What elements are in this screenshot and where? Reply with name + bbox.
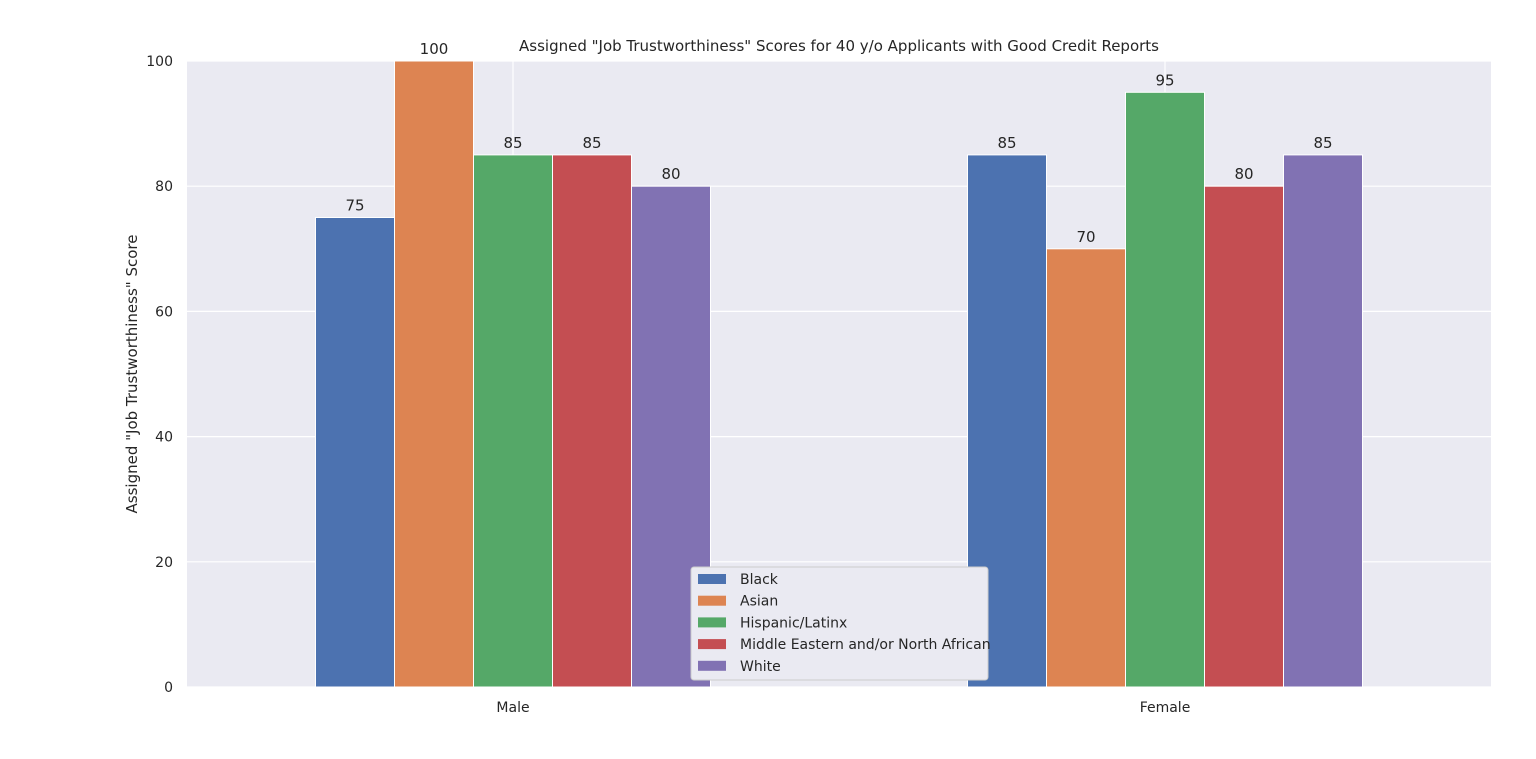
chart-title: Assigned "Job Trustworthiness" Scores fo… — [519, 37, 1159, 55]
bar-male-2 — [473, 154, 553, 688]
x-tick-label: Male — [496, 700, 529, 716]
bar-value-label: 95 — [1155, 71, 1174, 89]
y-axis-ticks: 0 20 40 60 80 100 — [146, 54, 173, 696]
bar-value-label: 80 — [661, 165, 680, 183]
bar-value-label: 80 — [1234, 165, 1253, 183]
legend-label: Asian — [740, 594, 778, 610]
y-axis-title: Assigned "Job Trustworthiness" Score — [123, 235, 141, 514]
bar-value-label: 100 — [420, 40, 449, 58]
y-tick-label: 20 — [155, 555, 173, 571]
bar-female-3 — [1204, 185, 1284, 688]
bar-value-label: 75 — [345, 197, 364, 215]
y-tick-label: 60 — [155, 304, 173, 320]
bar-female-4 — [1283, 154, 1363, 688]
y-tick-label: 40 — [155, 430, 173, 446]
legend-label: Middle Eastern and/or North African — [740, 637, 991, 653]
bar-value-label: 70 — [1076, 228, 1095, 246]
y-tick-label: 80 — [155, 179, 173, 195]
legend-swatch — [698, 617, 726, 628]
legend: Black Asian Hispanic/Latinx Middle Eastern … — [690, 566, 991, 681]
bar-male-0 — [315, 217, 395, 688]
bar-value-labels: 75 100 85 85 80 85 70 95 80 85 — [345, 40, 1332, 246]
bar-male-3 — [552, 154, 632, 688]
legend-label: Black — [740, 572, 779, 588]
bar-female-2 — [1125, 91, 1205, 688]
bar-value-label: 85 — [582, 134, 601, 152]
x-axis-ticks: Male Female — [496, 700, 1190, 716]
bar-value-label: 85 — [1313, 134, 1332, 152]
bar-value-label: 85 — [503, 134, 522, 152]
legend-box — [690, 566, 989, 681]
bar-female-1 — [1046, 248, 1126, 688]
legend-swatch — [698, 660, 726, 671]
legend-label: White — [740, 659, 781, 675]
bar-value-label: 85 — [997, 134, 1016, 152]
legend-swatch — [698, 639, 726, 650]
bars — [315, 60, 1363, 688]
y-tick-label: 100 — [146, 54, 173, 70]
legend-swatch — [698, 574, 726, 584]
bar-male-1 — [394, 60, 474, 688]
y-tick-label: 0 — [164, 680, 173, 696]
legend-label: Hispanic/Latinx — [740, 615, 847, 631]
x-tick-label: Female — [1140, 700, 1191, 716]
legend-swatch — [698, 595, 726, 606]
